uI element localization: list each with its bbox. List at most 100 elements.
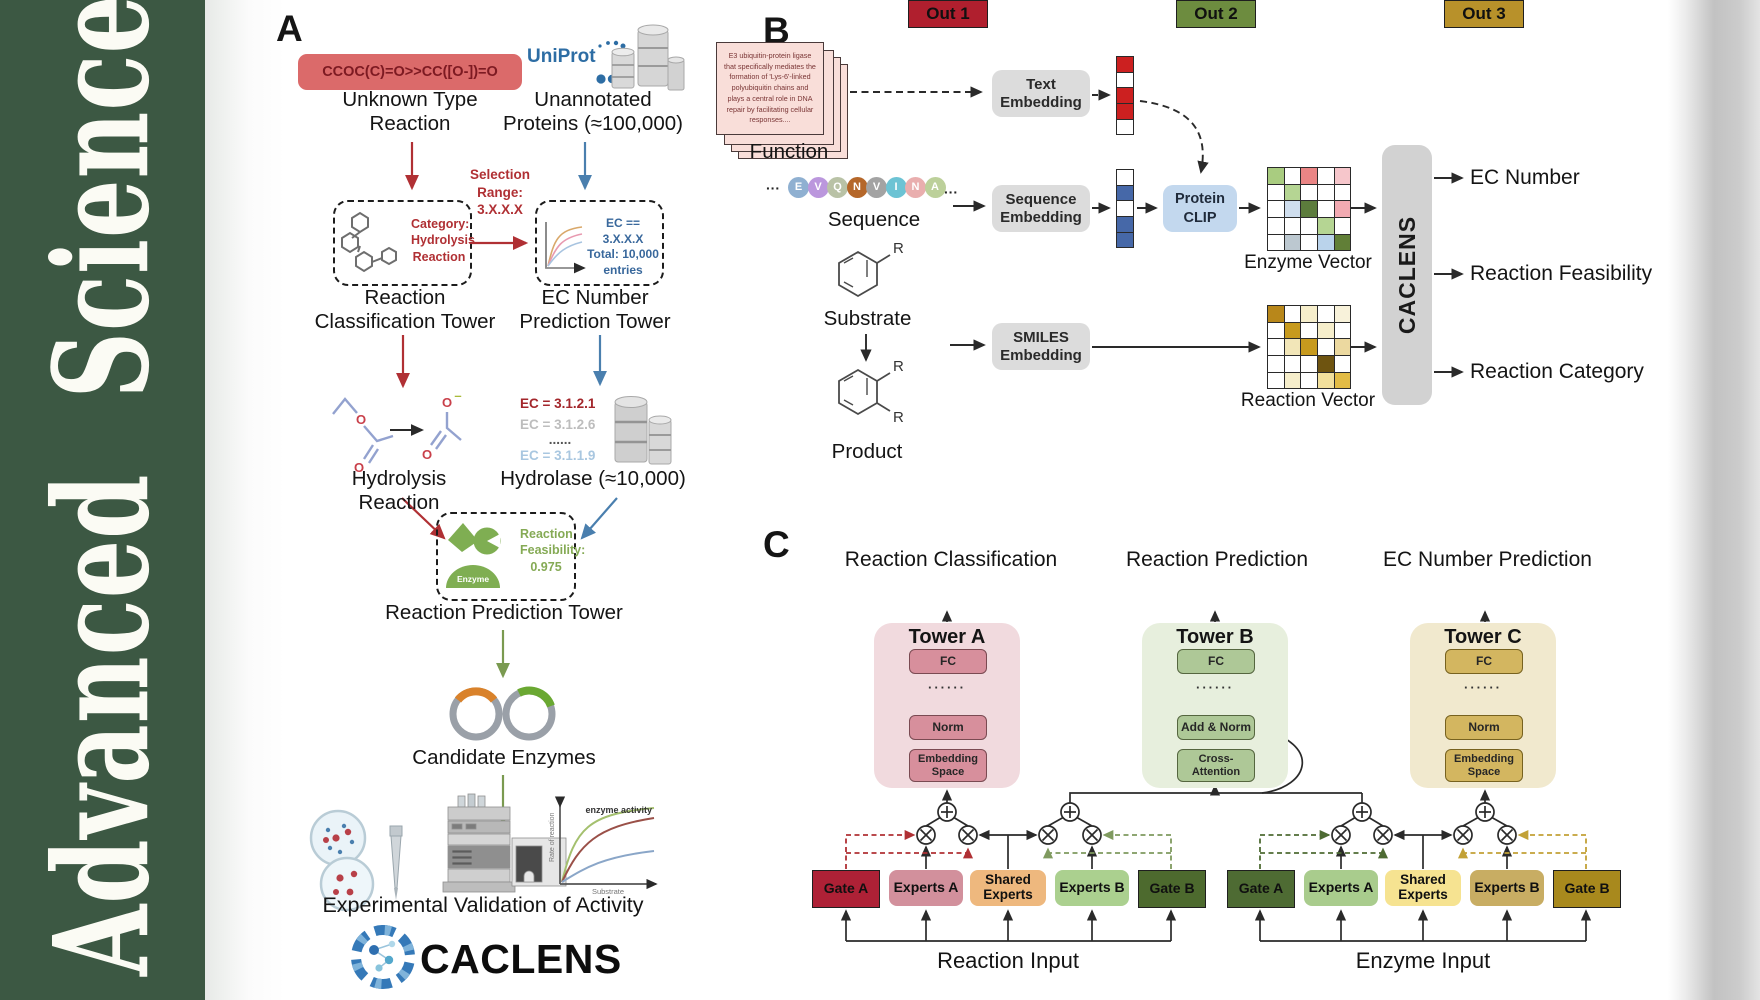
product-label: Product xyxy=(831,440,903,463)
matrix-cell xyxy=(1334,201,1351,217)
candidate-enzymes-label: Candidate Enzymes xyxy=(412,746,596,769)
text-embedding-box: Text Embedding xyxy=(992,70,1090,117)
residue-circle-A-7: A xyxy=(924,177,946,198)
gate-routes xyxy=(845,829,1587,869)
matrix-cell xyxy=(1301,201,1317,217)
matrix-cell xyxy=(1284,306,1301,322)
svg-text:R: R xyxy=(893,358,904,375)
tower-a-norm: Norm xyxy=(909,715,987,740)
ec-prediction-box: EC == 3.X.X.X Total: 10,000 entries xyxy=(535,200,664,286)
ec-range-text: EC == 3.X.X.X Total: 10,000 entries xyxy=(587,216,659,277)
function-label: Function xyxy=(749,140,829,163)
ec-result-3: EC = 3.1.1.9 xyxy=(520,448,596,463)
heading-reaction-prediction: Reaction Prediction xyxy=(1125,548,1309,571)
caclens-logo-icon xyxy=(351,925,416,989)
tower-a-fc: FC xyxy=(909,649,987,674)
output-reaction-feasibility: Reaction Feasibility xyxy=(1470,262,1653,285)
caclens-model-block xyxy=(1382,145,1432,405)
matrix-cell xyxy=(1268,372,1284,389)
reaction-classification-box: Category: Hydrolysis Reaction xyxy=(333,200,475,286)
unknown-type-label: Unknown Type Reaction xyxy=(342,88,478,135)
matrix-cell xyxy=(1117,185,1133,201)
residue-circle-N-3: N xyxy=(846,177,868,198)
matrix-cell xyxy=(1334,234,1351,251)
matrix-cell xyxy=(1334,306,1351,322)
reaction-prediction-tower-label: Reaction Prediction Tower xyxy=(385,601,623,624)
matrix-cell xyxy=(1318,234,1334,251)
matrix-cell xyxy=(1284,372,1301,389)
ec-result-1: EC = 3.1.2.1 xyxy=(520,396,596,411)
tower-c-dots: ······ xyxy=(1464,680,1502,695)
sequence-embedding-vector xyxy=(1116,169,1134,249)
matrix-cell xyxy=(1318,168,1334,184)
residue-circle-I-5: I xyxy=(885,177,907,198)
curve-plot-icon xyxy=(545,222,586,274)
r-group-labels: R R R xyxy=(893,240,904,426)
matrix-cell xyxy=(1268,184,1284,201)
tower-a-embedding: Embedding Space xyxy=(909,749,987,782)
matrix-cell xyxy=(1268,234,1284,251)
tower-b-cross-attention: Cross- Attention xyxy=(1177,749,1255,782)
reaction-classification-tower-label: Reaction Classification Tower xyxy=(314,286,496,333)
uniprot-logo-text: UniProt xyxy=(527,46,596,67)
moe-right-experts-a: Experts A xyxy=(1304,870,1378,906)
matrix-cell xyxy=(1301,339,1317,355)
svg-text:R: R xyxy=(893,409,904,426)
svg-text:O: O xyxy=(442,395,452,410)
moe-left-experts-a: Experts A xyxy=(889,870,963,906)
residue-circle-V-1: V xyxy=(807,177,829,198)
panel-a-label: A xyxy=(276,8,303,49)
matrix-cell xyxy=(1268,339,1284,355)
panel-c-label: C xyxy=(763,524,790,565)
matrix-cell xyxy=(1334,339,1351,355)
matrix-cell xyxy=(1334,356,1351,372)
matrix-cell xyxy=(1268,201,1284,217)
tower-a-dots: ······ xyxy=(928,680,966,695)
unannotated-proteins-label: Unannotated Proteins (≈100,000) xyxy=(503,88,683,135)
journal-spine: Advanced Science xyxy=(0,0,205,1000)
matrix-cell xyxy=(1268,168,1284,184)
matrix-cell xyxy=(1117,119,1133,135)
molecule-icon xyxy=(341,211,397,273)
caclens-model-label: CACLENS xyxy=(1394,215,1420,335)
sequence-label: Sequence xyxy=(827,208,921,231)
moe-nodes xyxy=(916,802,1517,845)
matrix-cell xyxy=(1334,168,1351,184)
matrix-cell xyxy=(1334,218,1351,234)
enzyme-vector-label: Enzyme Vector xyxy=(1244,252,1372,273)
matrix-cell xyxy=(1301,322,1317,339)
out3-box: Out 3 xyxy=(1444,0,1524,28)
matrix-cell xyxy=(1318,322,1334,339)
residue-circle-E-0: E xyxy=(788,177,809,198)
tower-a-title: Tower A xyxy=(908,626,986,648)
svg-text:Enzyme: Enzyme xyxy=(457,574,489,584)
reaction-input-label: Reaction Input xyxy=(937,948,1079,973)
matrix-cell xyxy=(1284,218,1301,234)
matrix-cell xyxy=(1318,201,1334,217)
uniprot-database-icon xyxy=(596,24,685,91)
heading-ec-number-prediction: EC Number Prediction xyxy=(1383,548,1592,571)
matrix-cell xyxy=(1117,201,1133,216)
page-fold-shadow-left xyxy=(205,0,285,1000)
moe-left-gate-a: Gate A xyxy=(812,870,880,908)
tower-b-title: Tower B xyxy=(1176,626,1254,648)
svg-text:O: O xyxy=(356,412,366,427)
matrix-cell xyxy=(1284,339,1301,355)
matrix-cell xyxy=(1284,201,1301,217)
svg-text:R: R xyxy=(893,240,904,257)
hplc-instrument-icon xyxy=(442,793,567,893)
function-card: E3 ubiquitin-protein ligase that specifi… xyxy=(716,42,824,135)
sequence-ellipsis-right: ··· xyxy=(944,184,958,200)
residue-circle-Q-2: Q xyxy=(827,177,848,198)
enzyme-icon: Enzyme xyxy=(446,523,501,588)
matrix-cell xyxy=(1268,356,1284,372)
ec-number-tower-label: EC Number Prediction Tower xyxy=(519,286,671,333)
kinetics-graph-icon: enzyme activity Rate of reaction Substra… xyxy=(549,796,658,896)
protein-clip-box: Protein CLIP xyxy=(1163,185,1237,232)
text-embedding-vector xyxy=(1116,56,1134,136)
caclens-wordmark: CACLENS xyxy=(420,936,622,982)
matrix-cell xyxy=(1117,217,1133,232)
matrix-cell xyxy=(1268,306,1284,322)
smiles-embedding-box: SMILES Embedding xyxy=(992,323,1090,370)
feasibility-text: Reaction Feasibility: 0.975 xyxy=(520,527,586,574)
